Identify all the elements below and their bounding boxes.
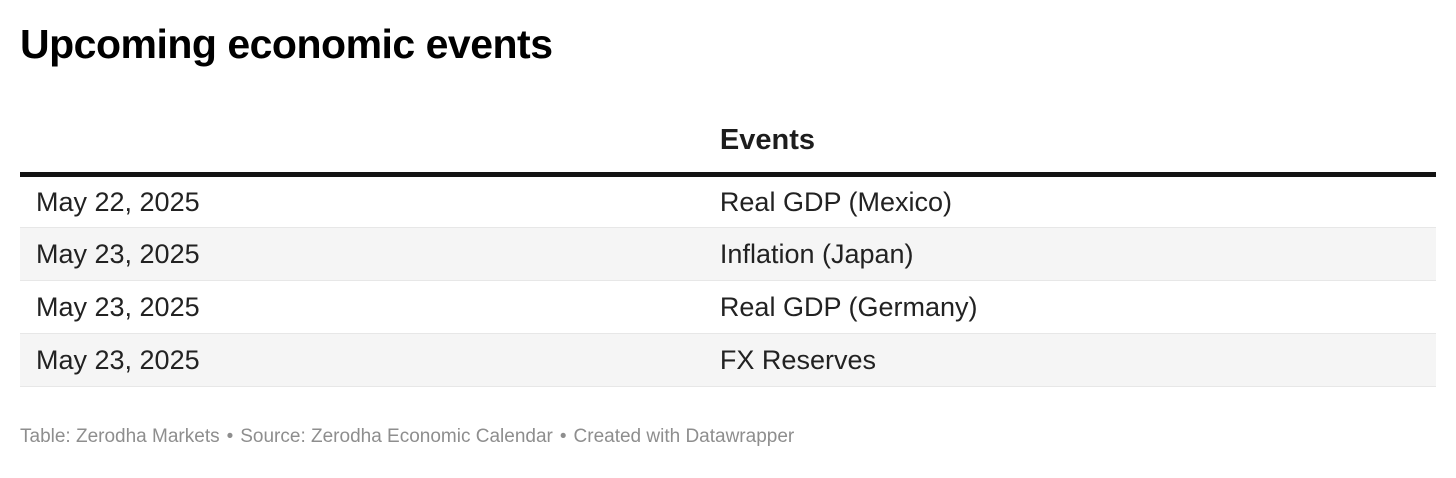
footer-separator: • — [226, 426, 234, 448]
event-cell: Real GDP (Mexico) — [703, 174, 1436, 229]
event-cell: FX Reserves — [703, 333, 1436, 388]
table-row: May 23, 2025 FX Reserves — [20, 333, 1436, 388]
date-cell: May 23, 2025 — [20, 227, 704, 282]
event-cell: Inflation (Japan) — [703, 227, 1436, 282]
table-row: May 23, 2025 Inflation (Japan) — [20, 227, 1436, 282]
table-row: May 22, 2025 Real GDP (Mexico) — [20, 174, 1436, 229]
source-credit: Source: Zerodha Economic Calendar — [240, 426, 553, 448]
date-cell: May 23, 2025 — [20, 280, 704, 335]
economic-events-table: Events May 22, 2025 Real GDP (Mexico) Ma… — [20, 101, 1436, 388]
column-header-date — [20, 101, 704, 178]
table-footer: Table: Zerodha Markets • Source: Zerodha E… — [20, 425, 1436, 449]
created-with-credit: Created with Datawrapper — [573, 426, 795, 448]
column-header-events: Events — [703, 101, 1436, 178]
date-cell: May 22, 2025 — [20, 174, 704, 229]
table-credit: Table: Zerodha Markets — [20, 426, 220, 448]
table-body: May 22, 2025 Real GDP (Mexico) May 23, 2… — [20, 174, 1436, 388]
table-header-row: Events — [20, 101, 1436, 178]
date-cell: May 23, 2025 — [20, 333, 704, 388]
page-title: Upcoming economic events — [20, 21, 553, 67]
footer-separator: • — [559, 426, 567, 448]
event-cell: Real GDP (Germany) — [703, 280, 1436, 335]
table-row: May 23, 2025 Real GDP (Germany) — [20, 280, 1436, 335]
datawrapper-table-embed: Upcoming economic events Events May 22, … — [0, 20, 1456, 449]
